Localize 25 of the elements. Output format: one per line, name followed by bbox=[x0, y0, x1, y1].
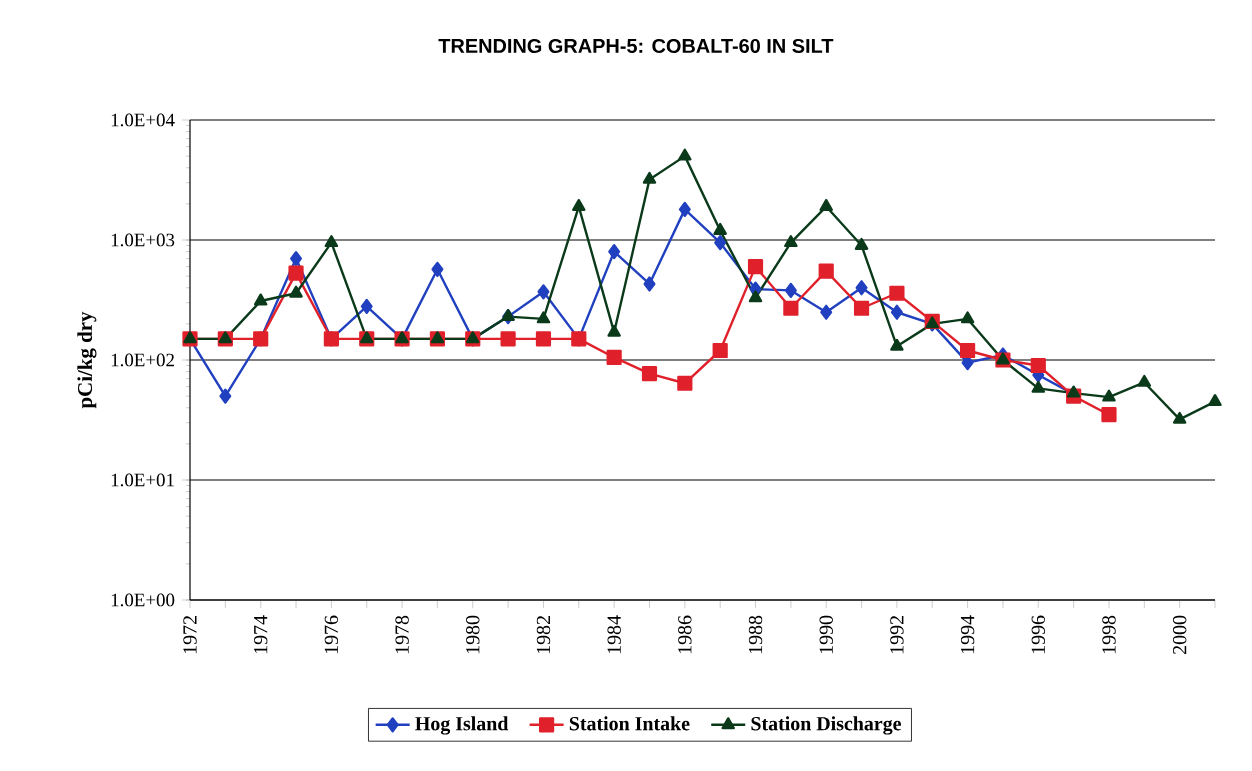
x-tick-label: 1994 bbox=[960, 615, 975, 654]
x-tick-label: 1972 bbox=[183, 616, 197, 654]
legend-label: Station Discharge bbox=[751, 716, 901, 735]
legend-label: Hog Island bbox=[415, 716, 509, 735]
x-tick-label: 1992 bbox=[890, 616, 904, 654]
x-tick-label: 1982 bbox=[536, 616, 551, 654]
y-tick-label: 1.0E+03 bbox=[111, 233, 175, 247]
chart-title: TRENDING GRAPH-5: COBALT-60 IN SILT bbox=[438, 38, 834, 53]
x-tick-label: 1974 bbox=[254, 615, 268, 654]
legend-label: Station Intake bbox=[569, 716, 690, 731]
y-tick-label: 1.0E+02 bbox=[111, 353, 174, 367]
y-tick-label: 1.0E+04 bbox=[111, 113, 175, 127]
y-tick-label: 1.0E+00 bbox=[111, 593, 175, 607]
x-tick-label: 1996 bbox=[1031, 615, 1045, 654]
y-axis-title: pCi/kg dry bbox=[77, 311, 97, 409]
x-tick-label: 1988 bbox=[748, 615, 763, 654]
y-tick-label: 1.0E+01 bbox=[111, 473, 174, 487]
x-tick-label: 1986 bbox=[678, 615, 692, 654]
x-tick-label: 1990 bbox=[819, 615, 833, 654]
x-tick-label: 1978 bbox=[395, 615, 409, 654]
x-tick-label: 1976 bbox=[324, 615, 339, 654]
x-tick-label: 1980 bbox=[466, 615, 480, 654]
x-tick-label: 1984 bbox=[607, 615, 621, 654]
x-tick-label: 1998 bbox=[1102, 615, 1116, 654]
x-tick-label: 2000 bbox=[1172, 615, 1187, 655]
